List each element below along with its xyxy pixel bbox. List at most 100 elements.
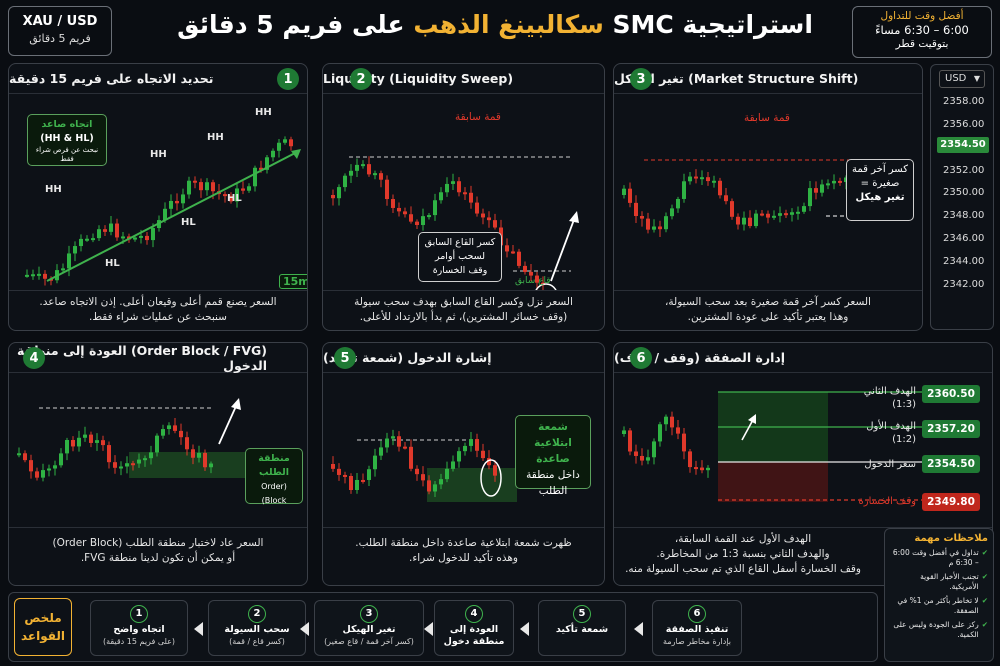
- candle-body: [373, 455, 377, 470]
- candle-body: [53, 465, 57, 469]
- candle-body: [742, 217, 746, 225]
- candle-body: [41, 470, 45, 478]
- currency-label: USD: [945, 73, 967, 84]
- candle-body: [139, 235, 143, 238]
- timeframe-label: فريم 5 دقائق: [29, 32, 91, 45]
- candle-body: [505, 245, 509, 252]
- candle-body: [676, 198, 680, 209]
- hl-label: HL: [105, 258, 120, 269]
- hl-label: HL: [181, 217, 196, 228]
- tp1-label: الهدف الأول (1:2): [826, 420, 916, 446]
- candle-body: [760, 213, 764, 216]
- arrow-left-icon: [520, 622, 529, 636]
- note-line: تغير هيكل: [855, 192, 905, 203]
- candle-body: [173, 425, 177, 431]
- note-item: ✔ تجنب الأخبار القوية الأمريكية.: [890, 572, 988, 592]
- trend-chart: [25, 136, 301, 286]
- candle-body: [481, 213, 485, 218]
- candle-body: [253, 167, 257, 187]
- step-number: 2: [248, 605, 266, 623]
- check-icon: ✔: [981, 572, 988, 581]
- candle-body: [79, 238, 83, 247]
- candle-body: [688, 176, 692, 182]
- candle-body: [451, 461, 455, 469]
- candle-body: [718, 180, 722, 196]
- summary-label-line: القواعد: [20, 629, 66, 643]
- candle-body: [628, 188, 632, 203]
- order-block-chart: [17, 398, 259, 482]
- candle-body: [355, 479, 359, 491]
- candle-body: [766, 213, 770, 218]
- candle-body: [149, 452, 153, 459]
- candle-body: [487, 458, 491, 466]
- note-line: الطلب: [538, 485, 568, 497]
- trend-arrow-head: [291, 149, 301, 159]
- caption-line: والهدف الثاني بنسبة 1:3 من المخاطرة.: [656, 548, 830, 560]
- candle-body: [790, 212, 794, 215]
- caption-line: ظهرت شمعة ابتلاعية صاعدة داخل منطقة الطل…: [355, 537, 572, 549]
- note-line: لسحب أوامر: [434, 251, 486, 262]
- candle-body: [451, 181, 455, 184]
- candle-body: [121, 236, 125, 239]
- candle-body: [808, 188, 812, 207]
- caption-line: الهدف الأول عند القمة السابقة،: [674, 533, 812, 545]
- caption-line: سنبحث عن عمليات شراء فقط.: [89, 311, 227, 323]
- panel-title: (Market Structure Shift) تغير الهيكل: [614, 64, 922, 94]
- check-icon: ✔: [981, 620, 988, 629]
- candle-body: [652, 226, 656, 230]
- step-number: 6: [688, 605, 706, 623]
- panel-entry-signal: إشارة الدخول (شمعة تأكيد) 5 شمعة ابتلاعي…: [322, 342, 605, 586]
- candle-body: [646, 457, 650, 461]
- previous-high-label: قمة سابقة: [455, 111, 501, 123]
- hh-label: HH: [45, 184, 62, 195]
- candle-body: [754, 213, 758, 227]
- candle-body: [349, 475, 353, 491]
- candle-body: [373, 173, 377, 176]
- candle-body: [682, 181, 686, 199]
- candle-body: [167, 425, 171, 430]
- trend-box: اتجاه صاعد (HH & HL) نبحث عن فرص شراء فق…: [27, 114, 107, 166]
- note-line: صاعدة: [536, 453, 570, 465]
- step-subtitle: بإدارة مخاطر صارمة: [663, 637, 731, 646]
- candle-body: [137, 459, 141, 464]
- panel-order-block: (Order Block / FVG) العودة إلى منطقة الد…: [8, 342, 308, 586]
- panel-caption: ظهرت شمعة ابتلاعية صاعدة داخل منطقة الطل…: [323, 527, 604, 585]
- candle-body: [77, 437, 81, 447]
- step-number: 5: [573, 605, 591, 623]
- candle-body: [47, 468, 51, 471]
- candle-body: [796, 211, 800, 214]
- candle-body: [29, 460, 33, 472]
- best-time-title: أفضل وقت للتداول: [880, 10, 964, 22]
- candle-body: [445, 468, 449, 480]
- candle-body: [415, 468, 419, 475]
- candle-body: [634, 451, 638, 456]
- candle-body: [187, 180, 191, 195]
- candle-body: [89, 434, 93, 443]
- candle-body: [778, 213, 782, 216]
- level-ratio: (1:2): [892, 434, 916, 445]
- candle-body: [169, 200, 173, 209]
- page-title: استراتيجية SMC سكالبينغ الذهب على فريم 5…: [150, 10, 840, 39]
- candle-body: [676, 427, 680, 434]
- step-subtitle: منطقة دخول: [443, 636, 505, 647]
- candle-body: [367, 469, 371, 480]
- candle-body: [337, 187, 341, 199]
- candle-body: [712, 180, 716, 183]
- candle-body: [67, 253, 71, 269]
- currency-select[interactable]: USD ▼: [939, 70, 985, 88]
- candle-body: [265, 157, 269, 170]
- panel-title: إشارة الدخول (شمعة تأكيد): [323, 343, 604, 373]
- previous-low-label: قاع سابق: [515, 276, 551, 286]
- candle-body: [271, 150, 275, 158]
- note-line: شمعة ابتلاعية: [534, 421, 572, 449]
- candle-body: [802, 206, 806, 212]
- candle-body: [724, 195, 728, 202]
- candle-body: [670, 416, 674, 428]
- candle-body: [658, 424, 662, 442]
- engulfing-highlight: [480, 459, 502, 497]
- candle-body: [367, 164, 371, 175]
- candle-body: [71, 440, 75, 447]
- price-tick: 2344.00: [943, 256, 985, 267]
- panel-caption: السعر عاد لاختبار منطقة الطلب (Order Blo…: [9, 527, 307, 585]
- candle-body: [457, 181, 461, 193]
